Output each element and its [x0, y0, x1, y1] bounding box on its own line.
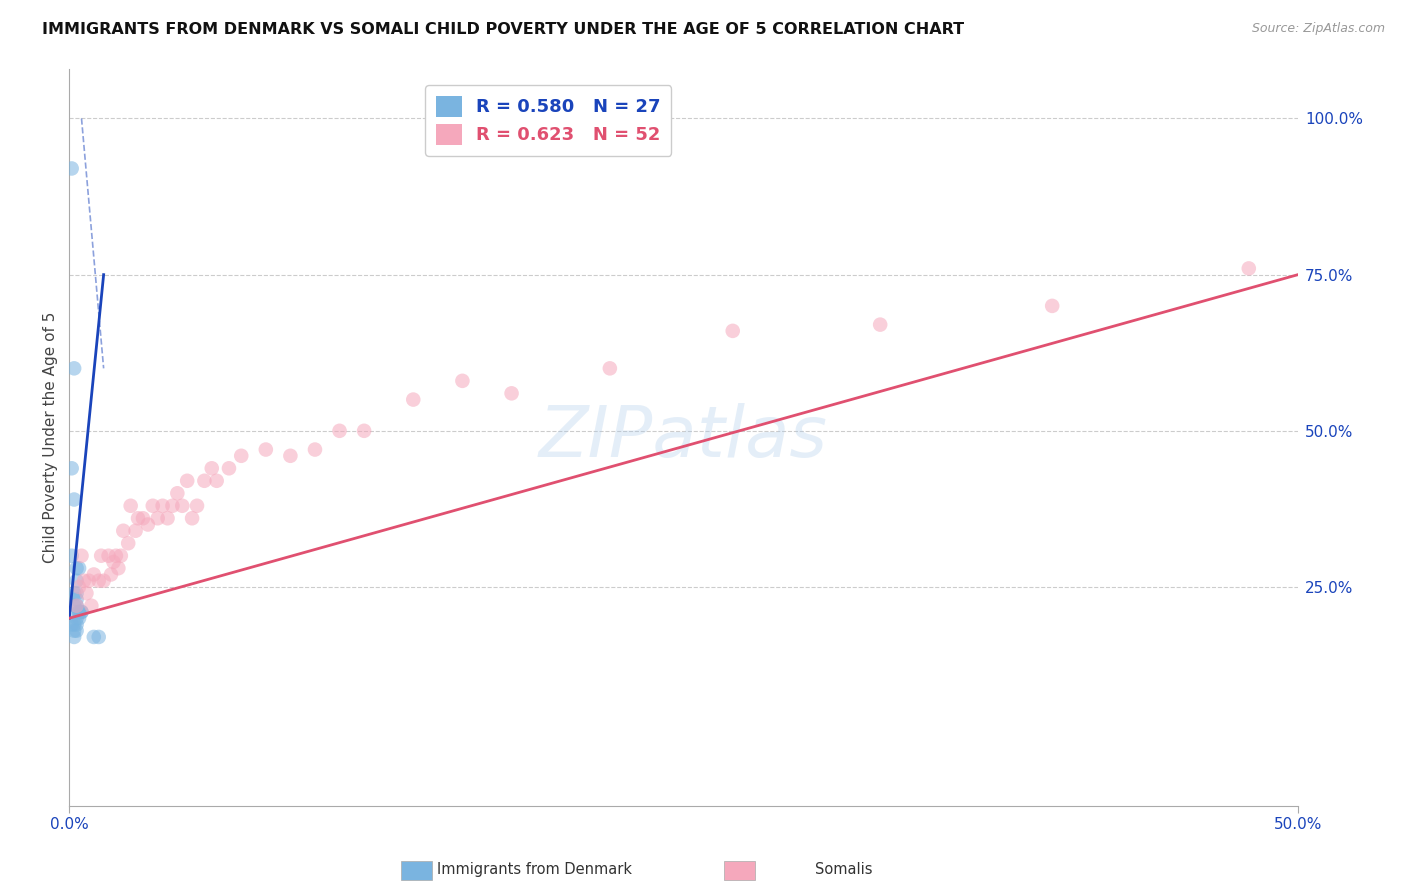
Point — [73, 574, 96, 588]
Point — [181, 511, 204, 525]
Point — [65, 611, 87, 625]
Point — [63, 492, 86, 507]
Point — [193, 474, 215, 488]
Point — [124, 524, 146, 538]
Point — [100, 567, 122, 582]
Point — [63, 586, 86, 600]
Point — [65, 624, 87, 638]
Point — [104, 549, 127, 563]
Point — [65, 561, 87, 575]
Point — [152, 499, 174, 513]
Point — [60, 617, 83, 632]
Point — [280, 449, 302, 463]
Point — [1237, 261, 1260, 276]
Point — [132, 511, 155, 525]
Point — [186, 499, 208, 513]
Point — [451, 374, 474, 388]
Point — [146, 511, 169, 525]
Point — [120, 499, 142, 513]
Point — [70, 605, 93, 619]
Point — [67, 611, 90, 625]
Point — [205, 474, 228, 488]
Point — [156, 511, 179, 525]
Point — [67, 561, 90, 575]
Legend: R = 0.580   N = 27, R = 0.623   N = 52: R = 0.580 N = 27, R = 0.623 N = 52 — [426, 85, 672, 155]
Point — [353, 424, 375, 438]
Point — [70, 605, 93, 619]
Point — [166, 486, 188, 500]
Point — [93, 574, 115, 588]
Point — [63, 361, 86, 376]
Point — [402, 392, 425, 407]
Point — [599, 361, 621, 376]
Point — [328, 424, 350, 438]
Point — [67, 580, 90, 594]
Point — [60, 161, 83, 176]
Point — [65, 617, 87, 632]
Point — [63, 599, 86, 613]
Point — [65, 599, 87, 613]
Point — [231, 449, 253, 463]
Point — [63, 624, 86, 638]
Point — [172, 499, 194, 513]
Point — [869, 318, 891, 332]
Point — [75, 586, 97, 600]
Text: Immigrants from Denmark: Immigrants from Denmark — [437, 863, 631, 877]
Point — [254, 442, 277, 457]
Point — [201, 461, 224, 475]
Point — [67, 605, 90, 619]
Point — [304, 442, 326, 457]
Point — [65, 592, 87, 607]
Text: ZIPatlas: ZIPatlas — [538, 402, 828, 472]
Point — [83, 630, 105, 644]
Point — [112, 524, 135, 538]
Point — [65, 574, 87, 588]
Point — [176, 474, 198, 488]
Point — [63, 630, 86, 644]
Text: Somalis: Somalis — [815, 863, 872, 877]
Point — [87, 574, 110, 588]
Point — [136, 517, 159, 532]
Point — [127, 511, 149, 525]
Point — [60, 461, 83, 475]
Point — [1040, 299, 1063, 313]
Point — [65, 586, 87, 600]
Text: IMMIGRANTS FROM DENMARK VS SOMALI CHILD POVERTY UNDER THE AGE OF 5 CORRELATION C: IMMIGRANTS FROM DENMARK VS SOMALI CHILD … — [42, 22, 965, 37]
Point — [721, 324, 744, 338]
Point — [77, 574, 100, 588]
Point — [142, 499, 165, 513]
Text: Source: ZipAtlas.com: Source: ZipAtlas.com — [1251, 22, 1385, 36]
Point — [87, 630, 110, 644]
Point — [70, 549, 93, 563]
Point — [110, 549, 132, 563]
Point — [218, 461, 240, 475]
Point — [65, 599, 87, 613]
Point — [501, 386, 523, 401]
Point — [103, 555, 125, 569]
Y-axis label: Child Poverty Under the Age of 5: Child Poverty Under the Age of 5 — [44, 311, 58, 563]
Point — [63, 617, 86, 632]
Point — [90, 549, 112, 563]
Point — [117, 536, 139, 550]
Point — [97, 549, 120, 563]
Point — [83, 567, 105, 582]
Point — [162, 499, 184, 513]
Point — [80, 599, 103, 613]
Point — [60, 549, 83, 563]
Point — [107, 561, 129, 575]
Point — [67, 605, 90, 619]
